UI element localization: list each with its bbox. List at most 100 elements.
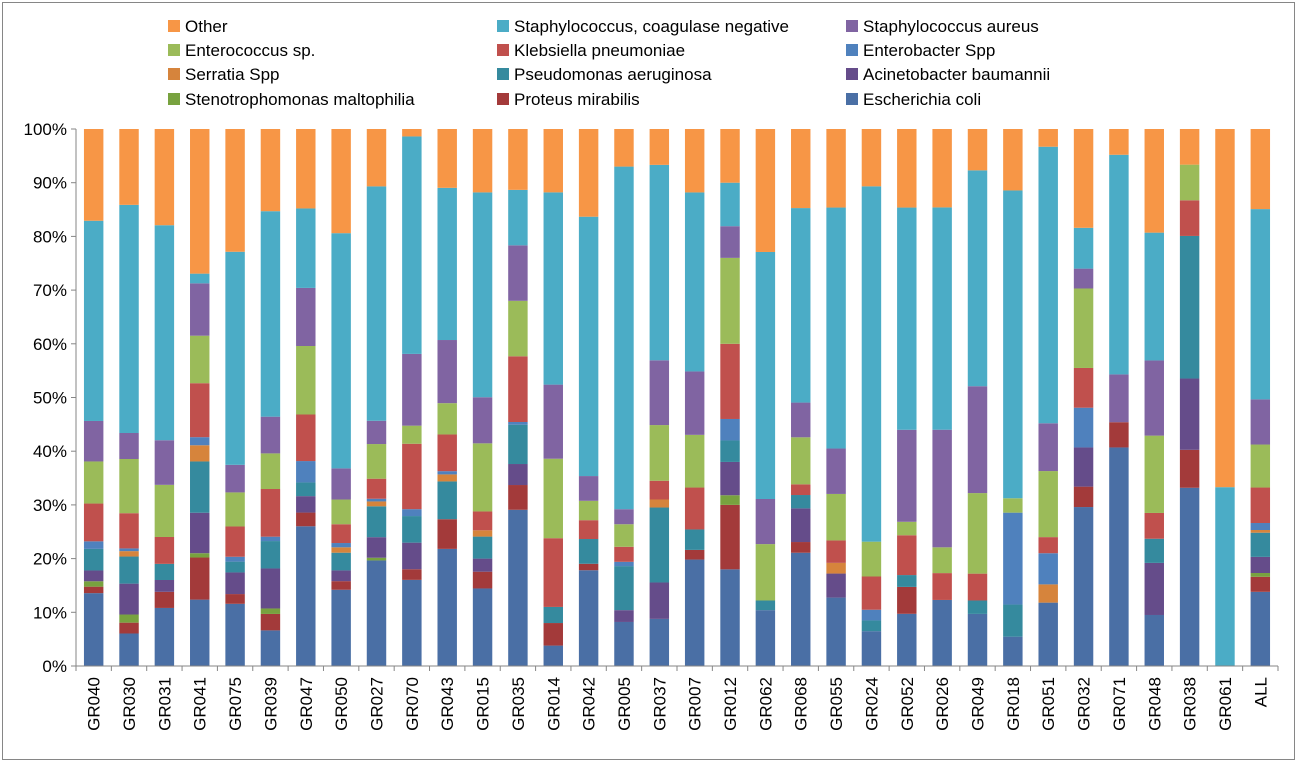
legend-label: Pseudomonas aeruginosa <box>514 65 712 84</box>
bar-segment-pseudomonas-aeruginosa <box>154 563 175 580</box>
bar-segment-pseudomonas-aeruginosa <box>1250 532 1271 557</box>
bar-segment-klebsiella-pneumoniae <box>967 573 988 601</box>
bar-segment-escherichia-coli <box>1179 487 1200 666</box>
bar-segment-pseudomonas-aeruginosa <box>1179 235 1200 379</box>
bar-segment-staphylococcus-coagulase-negative <box>1003 190 1023 499</box>
bar-segment-other <box>331 129 351 234</box>
bar-segment-staphylococcus-coagulase-negative <box>755 251 776 499</box>
bar-segment-proteus-mirabilis <box>154 591 175 608</box>
bar-segment-escherichia-coli <box>402 579 422 666</box>
bar-segment-klebsiella-pneumoniae <box>578 520 599 540</box>
bar-segment-pseudomonas-aeruginosa <box>402 516 422 543</box>
bar-segment-escherichia-coli <box>154 607 175 666</box>
bar-segment-escherichia-coli <box>578 570 599 666</box>
legend-label: Enterobacter Spp <box>863 41 995 60</box>
bar-segment-staphylococcus-aureus <box>684 371 705 435</box>
bar-segment-escherichia-coli <box>260 630 281 666</box>
bar-segment-staphylococcus-coagulase-negative <box>437 187 457 341</box>
legend-swatch <box>168 93 180 105</box>
bar-segment-staphylococcus-aureus <box>1144 360 1164 436</box>
bar-segment-pseudomonas-aeruginosa <box>225 561 245 573</box>
bar-segment-pseudomonas-aeruginosa <box>296 482 316 497</box>
bar-segment-staphylococcus-aureus <box>154 440 175 485</box>
bar-segment-staphylococcus-aureus <box>578 476 599 501</box>
bar-segment-staphylococcus-coagulase-negative <box>932 207 952 430</box>
bar-segment-staphylococcus-coagulase-negative <box>366 186 387 421</box>
bar-segment-klebsiella-pneumoniae <box>366 478 387 499</box>
bar-segment-acinetobacter-baumannii <box>331 570 351 582</box>
bar-segment-pseudomonas-aeruginosa <box>967 600 988 614</box>
bar-segment-pseudomonas-aeruginosa <box>614 566 634 611</box>
bar-segment-enterobacter-spp <box>1073 407 1094 448</box>
bar-segment-pseudomonas-aeruginosa <box>472 536 493 559</box>
legend: Other Staphylococcus, coagulase negative S… <box>168 17 1050 109</box>
bar-segment-klebsiella-pneumoniae <box>402 443 422 510</box>
bar-segment-enterococcus-sp <box>119 459 139 514</box>
bar-segment-staphylococcus-aureus <box>119 432 139 460</box>
bar-segment-other <box>826 129 846 208</box>
x-tick-label: GR068 <box>792 677 811 731</box>
bar-segment-acinetobacter-baumannii <box>366 537 387 558</box>
x-tick-label: GR032 <box>1075 677 1094 731</box>
bar-segment-enterobacter-spp <box>366 498 387 502</box>
bar-segment-klebsiella-pneumoniae <box>296 414 316 462</box>
bar-segment-klebsiella-pneumoniae <box>826 540 846 563</box>
bar-segment-enterococcus-sp <box>755 544 776 601</box>
bar-segment-staphylococcus-coagulase-negative <box>614 166 634 510</box>
bar-segment-enterobacter-spp <box>119 548 139 552</box>
bar-segment-staphylococcus-aureus <box>649 360 670 426</box>
bar-segment-serratia-spp <box>331 547 351 553</box>
bar-segment-other <box>225 129 245 252</box>
bar-segment-staphylococcus-aureus <box>296 287 316 346</box>
bar-segment-staphylococcus-aureus <box>366 420 387 445</box>
x-tick-label: GR007 <box>686 677 705 731</box>
legend-label: Other <box>185 17 228 36</box>
bar-segment-staphylococcus-aureus <box>1250 399 1271 445</box>
bar-segment-enterococcus-sp <box>225 492 245 527</box>
bar-segment-other <box>1144 129 1164 233</box>
bar-segment-acinetobacter-baumannii <box>154 579 175 592</box>
x-tick-label: GR005 <box>615 677 634 731</box>
bar-segment-other <box>119 129 139 205</box>
legend-item-pseudomonas-aeruginosa: Pseudomonas aeruginosa <box>497 65 712 84</box>
bar-segment-acinetobacter-baumannii <box>296 496 316 513</box>
bar-segment-staphylococcus-aureus <box>190 283 210 336</box>
bar-segment-other <box>83 129 104 221</box>
bar-segment-other <box>402 129 422 137</box>
legend-label: Escherichia coli <box>863 90 981 109</box>
bar-segment-staphylococcus-coagulase-negative <box>649 164 670 361</box>
bar-segment-other <box>578 129 599 217</box>
bar-segment-escherichia-coli <box>437 548 457 666</box>
bar-segment-escherichia-coli <box>508 509 528 666</box>
bar-segment-other <box>932 129 952 208</box>
bar-segment-klebsiella-pneumoniae <box>649 480 670 500</box>
bar-segment-staphylococcus-aureus <box>932 429 952 548</box>
bar-segment-enterococcus-sp <box>472 443 493 512</box>
bar-segment-stenotrophomonas-maltophilia <box>83 581 104 587</box>
y-tick-label: 100% <box>24 120 67 139</box>
bar-segment-acinetobacter-baumannii <box>649 582 670 619</box>
x-tick-label: GR047 <box>297 677 316 731</box>
bar-segment-acinetobacter-baumannii <box>508 464 528 486</box>
bar-segment-other <box>1038 129 1058 147</box>
bar-segment-other <box>190 129 210 274</box>
bar-segment-proteus-mirabilis <box>437 519 457 549</box>
bar-segment-other <box>649 129 670 165</box>
bar-segment-enterobacter-spp <box>331 543 351 548</box>
bar-segment-other <box>720 129 740 183</box>
bar-segment-acinetobacter-baumannii <box>1073 447 1094 487</box>
bar-segment-proteus-mirabilis <box>402 569 422 580</box>
bar-segment-klebsiella-pneumoniae <box>260 489 281 537</box>
bar-segment-proteus-mirabilis <box>897 586 917 614</box>
y-tick-label: 30% <box>33 496 67 515</box>
bar-segment-enterococcus-sp <box>154 484 175 537</box>
x-tick-label: GR043 <box>438 677 457 731</box>
bar-segment-other <box>1179 129 1200 165</box>
bar-segment-acinetobacter-baumannii <box>83 570 104 582</box>
bar-segment-enterobacter-spp <box>861 609 882 621</box>
bar-segment-pseudomonas-aeruginosa <box>1003 604 1023 637</box>
bar-segment-pseudomonas-aeruginosa <box>755 600 776 611</box>
x-tick-label: ALL <box>1251 677 1270 707</box>
bar-segment-klebsiella-pneumoniae <box>897 535 917 576</box>
bar-segment-klebsiella-pneumoniae <box>331 524 351 544</box>
